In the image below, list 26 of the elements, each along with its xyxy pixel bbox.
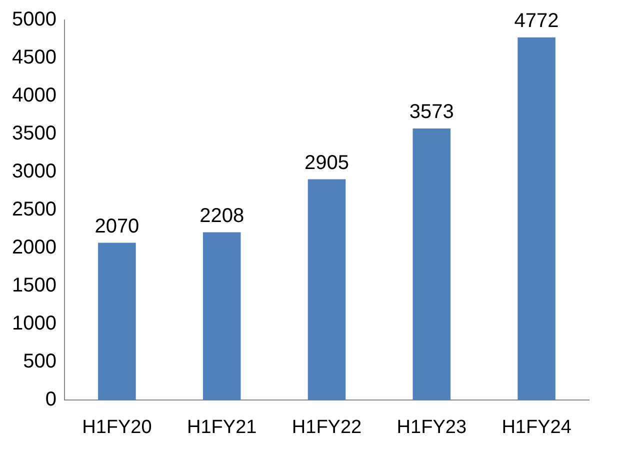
data-label: 4772 xyxy=(514,10,559,32)
data-label: 2905 xyxy=(304,152,349,174)
y-tick-label: 0 xyxy=(45,388,56,411)
y-tick-label: 1500 xyxy=(12,274,56,297)
data-label: 2208 xyxy=(200,204,244,227)
bar xyxy=(308,179,346,400)
y-tick-label: 2500 xyxy=(12,198,56,221)
data-label: 3573 xyxy=(409,101,454,124)
y-tick-label: 3000 xyxy=(12,160,56,183)
bar xyxy=(518,37,556,400)
y-tick-label: 5000 xyxy=(12,8,56,31)
data-label: 2070 xyxy=(94,215,140,238)
bar xyxy=(412,128,451,400)
x-tick-label: H1FY23 xyxy=(396,416,466,438)
y-tick-label: 4500 xyxy=(12,46,56,69)
x-tick-label: H1FY20 xyxy=(82,416,152,438)
y-tick-label: 500 xyxy=(23,350,56,373)
x-tick-label: H1FY22 xyxy=(292,416,362,438)
bar xyxy=(202,232,241,400)
x-tick-label: H1FY24 xyxy=(502,416,572,438)
y-tick-label: 2000 xyxy=(12,236,56,259)
bar xyxy=(98,242,136,400)
y-tick-label: 4000 xyxy=(12,84,56,107)
y-tick-label: 1000 xyxy=(12,312,56,335)
x-tick-label: H1FY21 xyxy=(186,416,257,438)
y-tick-label: 3500 xyxy=(12,122,56,145)
